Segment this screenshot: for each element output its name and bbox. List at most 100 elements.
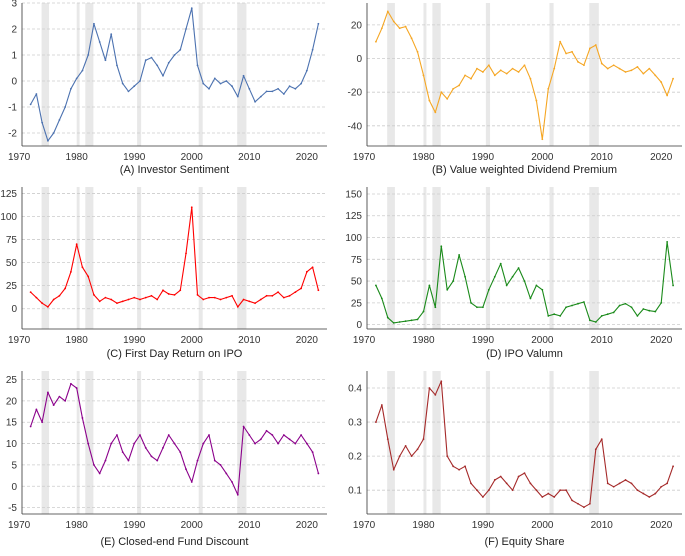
xtick-label-1970: 1970 xyxy=(8,335,31,346)
data-point-equity-share-2018 xyxy=(648,496,651,498)
data-point-investor-sentiment-2013 xyxy=(265,90,268,93)
data-point-investor-sentiment-2007 xyxy=(231,85,233,88)
data-point-ipo-volume-1982 xyxy=(434,306,437,309)
data-point-ipo-first-day-return-1985 xyxy=(104,296,107,299)
data-point-investor-sentiment-2014 xyxy=(271,90,274,93)
ytick-label-125: 125 xyxy=(0,189,17,200)
recession-band-0 xyxy=(41,371,50,514)
data-point-closed-end-fund-discount-1989 xyxy=(127,459,130,462)
data-point-dividend-premium-1992 xyxy=(493,74,496,77)
data-point-investor-sentiment-1973 xyxy=(35,93,38,95)
data-point-dividend-premium-2015 xyxy=(630,69,633,72)
recession-band-3 xyxy=(485,371,491,514)
xtick-label-2010: 2010 xyxy=(238,335,261,346)
data-point-ipo-volume-1990 xyxy=(481,306,484,309)
panel-ipo-first-day-return: 0 25 50 75 100 125 1970 1980 1990 2000 2010 2020 (C)… xyxy=(0,187,327,360)
data-point-ipo-first-day-return-1989 xyxy=(127,298,130,301)
data-point-dividend-premium-2005 xyxy=(571,50,573,53)
recession-band-0 xyxy=(387,371,395,514)
data-point-ipo-first-day-return-2001 xyxy=(196,293,199,296)
data-point-dividend-premium-1988 xyxy=(470,77,472,80)
ytick-label-125: 125 xyxy=(345,211,362,222)
data-point-ipo-first-day-return-2014 xyxy=(271,294,274,297)
xtick-label-1970: 1970 xyxy=(353,152,376,163)
data-point-ipo-volume-1978 xyxy=(410,319,413,322)
data-point-equity-share-1991 xyxy=(487,489,490,492)
data-point-equity-share-1977 xyxy=(404,445,407,447)
data-point-dividend-premium-2013 xyxy=(618,67,621,70)
data-point-equity-share-1984 xyxy=(446,455,449,458)
data-point-equity-share-1994 xyxy=(505,482,508,485)
data-point-investor-sentiment-1996 xyxy=(167,61,170,64)
data-point-ipo-first-day-return-2017 xyxy=(288,294,291,297)
ytick-label-m2: -2 xyxy=(8,129,17,140)
data-point-closed-end-fund-discount-2008 xyxy=(236,493,239,496)
data-point-dividend-premium-1991 xyxy=(487,64,490,67)
data-point-closed-end-fund-discount-1990 xyxy=(133,442,136,445)
data-point-ipo-first-day-return-2006 xyxy=(225,296,228,299)
ytick-label-5: 5 xyxy=(11,460,17,471)
data-point-ipo-first-day-return-2018 xyxy=(294,291,297,294)
data-point-investor-sentiment-1980 xyxy=(75,77,78,80)
data-point-investor-sentiment-2019 xyxy=(300,82,303,85)
data-point-ipo-volume-1986 xyxy=(458,254,461,256)
data-point-ipo-first-day-return-1978 xyxy=(64,287,67,290)
data-point-ipo-volume-1993 xyxy=(499,262,502,265)
data-point-equity-share-1975 xyxy=(392,468,395,471)
panel-title-closed-end-fund-discount: (E) Closed-end Fund Discount xyxy=(101,536,249,548)
xtick-label-2010: 2010 xyxy=(238,152,261,163)
data-point-dividend-premium-1982 xyxy=(434,111,437,114)
data-point-dividend-premium-1999 xyxy=(535,99,538,102)
data-point-ipo-volume-2010 xyxy=(600,315,603,317)
ytick-label-15: 15 xyxy=(6,418,18,429)
data-point-dividend-premium-2019 xyxy=(654,74,657,77)
recession-band-5 xyxy=(237,3,247,146)
data-point-closed-end-fund-discount-2015 xyxy=(277,442,279,445)
recession-band-2 xyxy=(432,371,441,514)
data-point-ipo-first-day-return-1976 xyxy=(52,298,55,301)
data-point-closed-end-fund-discount-1998 xyxy=(179,451,182,454)
ytick-label-100: 100 xyxy=(345,233,362,244)
data-point-closed-end-fund-discount-1988 xyxy=(121,451,124,454)
data-point-equity-share-2021 xyxy=(666,482,669,485)
data-point-closed-end-fund-discount-2009 xyxy=(242,425,245,428)
ytick-label-0_3: 0.3 xyxy=(348,418,362,429)
panel-equity-share: 0.1 0.2 0.3 0.4 1970 1980 1990 2000 2010 2020 (F) … xyxy=(348,371,682,548)
recession-band-0 xyxy=(387,3,395,146)
data-point-investor-sentiment-1988 xyxy=(121,82,124,85)
panel-ipo-volume: 0 25 50 75 100 125 150 1970 1980 1990 2000 2010 2020… xyxy=(345,187,682,360)
ytick-label-0: 0 xyxy=(11,77,17,88)
recession-band-4 xyxy=(198,187,203,329)
data-point-dividend-premium-1980 xyxy=(422,74,425,77)
series-line-equity-share xyxy=(375,380,674,508)
data-point-equity-share-1988 xyxy=(470,482,472,485)
xtick-label-1990: 1990 xyxy=(472,152,495,163)
data-point-closed-end-fund-discount-1991 xyxy=(139,434,141,436)
data-point-investor-sentiment-2010 xyxy=(248,87,251,90)
data-point-equity-share-1976 xyxy=(398,455,401,458)
data-point-equity-share-1972 xyxy=(375,421,377,423)
data-point-investor-sentiment-1985 xyxy=(104,59,107,62)
data-point-ipo-volume-2016 xyxy=(636,315,639,317)
data-point-ipo-first-day-return-1987 xyxy=(116,302,118,305)
xtick-label-1980: 1980 xyxy=(66,520,89,531)
data-point-investor-sentiment-1998 xyxy=(179,48,182,51)
xtick-label-1980: 1980 xyxy=(66,152,89,163)
xtick-label-2020: 2020 xyxy=(296,335,319,346)
data-point-equity-share-1986 xyxy=(458,468,461,471)
data-point-equity-share-2010 xyxy=(600,438,603,440)
data-point-dividend-premium-2014 xyxy=(624,71,627,73)
data-point-equity-share-2000 xyxy=(541,496,544,498)
data-point-dividend-premium-1997 xyxy=(523,64,526,67)
data-point-dividend-premium-2000 xyxy=(541,138,544,141)
data-point-ipo-volume-1997 xyxy=(523,280,526,282)
data-point-dividend-premium-1983 xyxy=(440,91,443,94)
data-point-closed-end-fund-discount-2014 xyxy=(271,434,274,436)
data-point-closed-end-fund-discount-2004 xyxy=(213,459,216,462)
data-point-ipo-volume-2017 xyxy=(642,308,645,310)
xtick-label-2020: 2020 xyxy=(650,520,673,531)
recession-band-4 xyxy=(549,187,554,329)
data-point-investor-sentiment-1987 xyxy=(116,64,118,67)
data-point-investor-sentiment-2022 xyxy=(317,22,320,25)
data-point-equity-share-2004 xyxy=(565,489,568,492)
